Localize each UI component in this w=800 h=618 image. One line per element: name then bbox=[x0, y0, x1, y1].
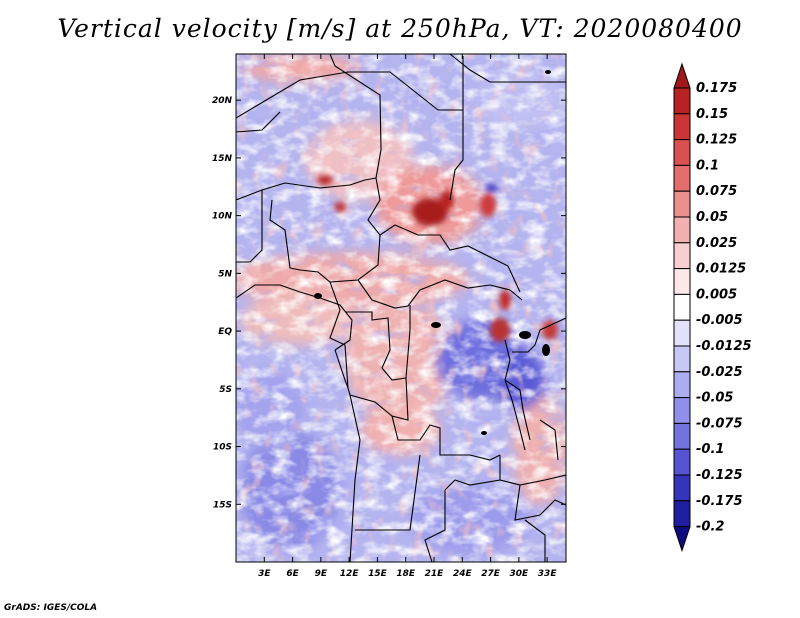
lakes bbox=[314, 70, 551, 435]
colorbar-label: 0.125 bbox=[696, 133, 737, 148]
colorbar-label: 0.1 bbox=[696, 158, 719, 173]
y-tick-label: 15S bbox=[213, 500, 232, 510]
colorbar-label: -0.1 bbox=[696, 442, 724, 457]
grads-credit: GrADS: IGES/COLA bbox=[4, 603, 98, 613]
colorbar-swatch bbox=[673, 422, 691, 450]
colorbar-label: 0.15 bbox=[696, 107, 728, 122]
y-tick-label: EQ bbox=[218, 327, 232, 337]
chart-title: Vertical velocity [m/s] at 250hPa, VT: 2… bbox=[57, 14, 743, 43]
colorbar-label: -0.0125 bbox=[696, 339, 752, 354]
colorbar-swatch bbox=[673, 345, 691, 373]
colorbar-label: -0.075 bbox=[696, 416, 743, 431]
colorbar-triangle-bottom bbox=[673, 526, 691, 553]
colorbar-swatch bbox=[673, 139, 691, 166]
colorbar-label: 0.025 bbox=[696, 236, 737, 251]
y-tick-label: 10S bbox=[213, 443, 232, 453]
x-tick-label: 21E bbox=[425, 569, 445, 579]
colorbar-label: 0.175 bbox=[696, 81, 737, 96]
colorbar-label: 0.05 bbox=[696, 210, 728, 225]
colorbar-swatch bbox=[673, 242, 691, 270]
colorbar-label: -0.125 bbox=[696, 468, 743, 483]
map-frame bbox=[235, 53, 567, 563]
y-tick-label: 10N bbox=[212, 212, 233, 222]
colorbar-swatch bbox=[673, 216, 691, 244]
colorbar-swatch bbox=[673, 164, 691, 192]
colorbar-swatch bbox=[673, 397, 691, 424]
colorbar-swatch bbox=[673, 448, 691, 476]
country-borders bbox=[236, 54, 566, 562]
colorbar-swatch bbox=[673, 190, 691, 218]
x-tick-label: 9E bbox=[315, 569, 328, 579]
y-tick-label: 5N bbox=[218, 269, 232, 279]
x-tick-label: 30E bbox=[510, 569, 530, 579]
x-tick-label: 33E bbox=[538, 569, 558, 579]
colorbar-swatch bbox=[673, 371, 691, 399]
colorbar-label: 0.0125 bbox=[696, 262, 746, 277]
colorbar-swatch bbox=[673, 268, 691, 295]
colorbar-swatch bbox=[673, 319, 691, 347]
colorbar-swatch bbox=[673, 474, 691, 502]
colorbar-label: 0.075 bbox=[696, 184, 737, 199]
colorbar-label: 0.005 bbox=[696, 287, 737, 302]
x-tick-label: 3E bbox=[258, 569, 271, 579]
colorbar-swatch bbox=[673, 113, 691, 141]
velocity-field bbox=[236, 54, 566, 562]
colorbar-swatch bbox=[673, 293, 691, 321]
x-tick-label: 12E bbox=[340, 569, 360, 579]
y-tick-label: 20N bbox=[212, 96, 233, 106]
colorbar-label: -0.025 bbox=[696, 365, 743, 380]
colorbar-swatch bbox=[673, 500, 691, 528]
colorbar-label: -0.175 bbox=[696, 494, 743, 509]
x-tick-label: 15E bbox=[368, 569, 388, 579]
x-tick-label: 27E bbox=[481, 569, 501, 579]
colorbar-label: -0.05 bbox=[696, 391, 733, 406]
x-tick-label: 6E bbox=[286, 569, 299, 579]
x-tick-label: 18E bbox=[396, 569, 416, 579]
y-tick-label: 15N bbox=[212, 154, 233, 164]
colorbar-label: -0.2 bbox=[696, 520, 724, 535]
colorbar: 0.175 0.15 0.125 0.1 0.075 0.05 0.025 0.0125 0.0… bbox=[673, 62, 752, 553]
x-tick-label: 24E bbox=[453, 569, 473, 579]
y-tick-label: 5S bbox=[219, 385, 232, 395]
colorbar-label: -0.005 bbox=[696, 313, 743, 328]
colorbar-triangle-top bbox=[673, 62, 691, 89]
colorbar-swatch bbox=[673, 87, 691, 115]
y-axis: 20N 15N 10N 5N EQ 5S 10S 15S bbox=[212, 96, 566, 510]
x-axis: 3E 6E 9E 12E 15E 18E 21E 24E 27E 30E 33E bbox=[258, 54, 557, 579]
